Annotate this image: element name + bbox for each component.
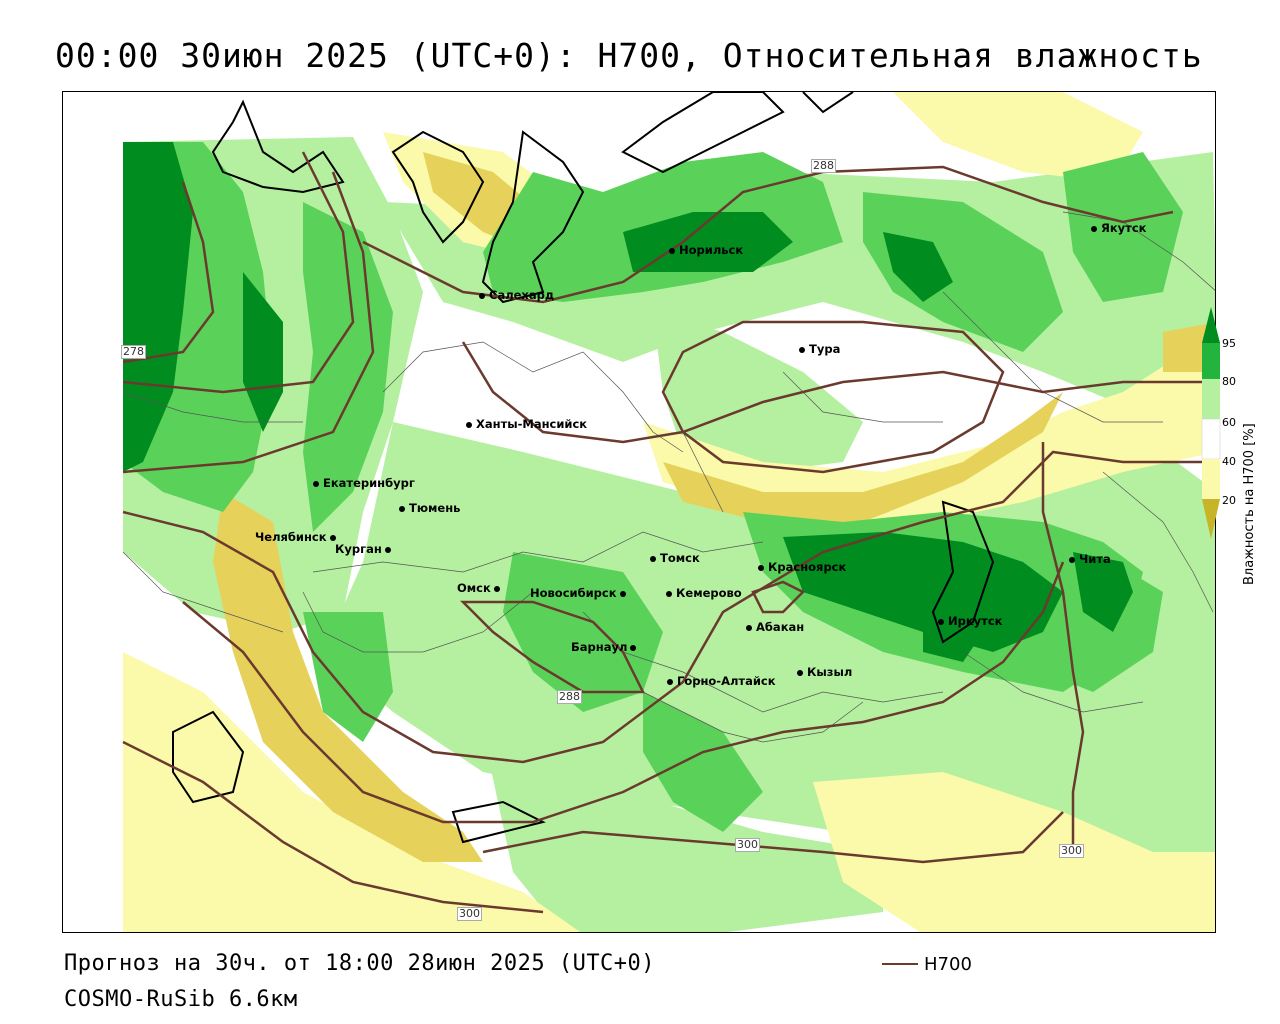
city-dot-icon [1091, 225, 1097, 232]
city-marker: Норильск [669, 244, 743, 257]
city-marker: Красноярск [758, 561, 846, 574]
city-dot-icon [650, 555, 656, 562]
city-marker: Екатеринбург [313, 477, 415, 490]
city-marker: Кемерово [666, 587, 742, 600]
city-dot-icon [399, 505, 405, 512]
city-marker: Кызыл [797, 666, 852, 679]
city-marker: Горно-Алтайск [667, 675, 776, 688]
coastline [172, 92, 995, 844]
city-dot-icon [1069, 556, 1075, 563]
humidity-field [63, 92, 1215, 932]
city-marker: Новосибирск [530, 587, 630, 600]
contour-label: 278 [121, 345, 146, 359]
city-dot-icon [630, 644, 637, 651]
city-dot-icon [758, 564, 764, 571]
contour-legend-label: H700 [924, 954, 972, 975]
city-marker: Салехард [479, 289, 554, 302]
city-dot-icon [493, 585, 500, 592]
city-dot-icon [466, 421, 472, 428]
city-dot-icon [797, 669, 803, 676]
city-marker: Якутск [1091, 222, 1146, 235]
legend-title: Влажность на H700 [%] [1242, 423, 1257, 585]
contour-label: 300 [1059, 844, 1084, 858]
city-dot-icon [667, 678, 673, 685]
city-marker: Ханты-Мансийск [466, 418, 587, 431]
humidity-colorbar [1201, 307, 1221, 539]
city-dot-icon [619, 590, 626, 597]
city-dot-icon [313, 480, 319, 487]
city-marker: Челябинск [255, 531, 340, 544]
city-marker: Тура [799, 343, 840, 356]
city-dot-icon [666, 590, 672, 597]
forecast-map: 278 288 288 300 300 300 Якутск Норильск … [62, 91, 1216, 933]
legend-tick: 20 [1222, 494, 1236, 507]
city-dot-icon [479, 292, 485, 299]
city-marker: Иркутск [938, 615, 1002, 628]
legend-tick: 80 [1222, 375, 1236, 388]
city-dot-icon [329, 534, 336, 541]
city-marker: Омск [457, 582, 504, 595]
map-title: 00:00 30июн 2025 (UTC+0): H700, Относите… [55, 36, 1203, 75]
city-marker: Барнаул [571, 641, 640, 654]
city-dot-icon [384, 546, 391, 553]
legend-tick: 40 [1222, 455, 1236, 468]
city-marker: Томск [650, 552, 700, 565]
city-dot-icon [938, 618, 944, 625]
contour-legend-line [882, 963, 918, 965]
contour-label: 300 [735, 838, 760, 852]
forecast-info: Прогноз на 30ч. от 18:00 28июн 2025 (UTC… [64, 951, 656, 976]
city-marker: Курган [335, 543, 395, 556]
city-marker: Абакан [746, 621, 804, 634]
city-dot-icon [799, 346, 805, 353]
legend-tick: 60 [1222, 416, 1236, 429]
city-marker: Тюмень [399, 502, 460, 515]
h700-contours [122, 151, 1215, 914]
city-dot-icon [746, 624, 752, 631]
model-info: COSMO-RuSib 6.6км [64, 987, 298, 1012]
contour-label: 288 [557, 690, 582, 704]
city-marker: Чита [1069, 553, 1111, 566]
contour-label: 300 [457, 907, 482, 921]
city-dot-icon [669, 247, 675, 254]
contour-label: 288 [811, 159, 836, 173]
legend-tick: 95 [1222, 337, 1236, 350]
